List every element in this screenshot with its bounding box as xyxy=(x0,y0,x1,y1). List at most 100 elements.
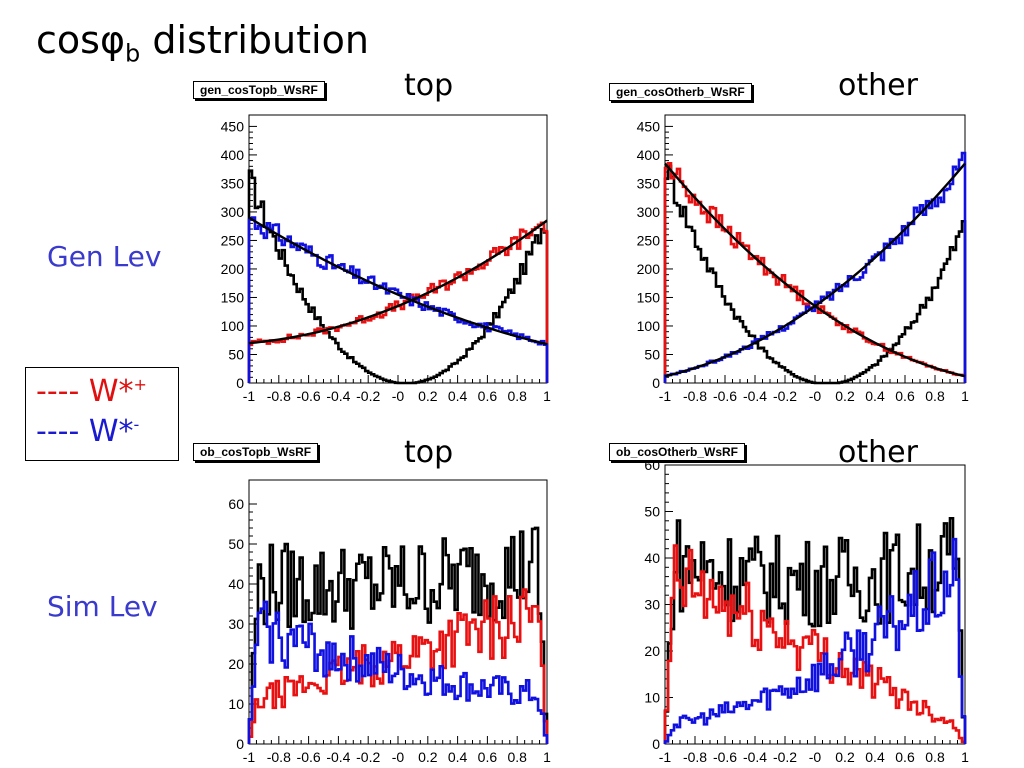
y-tick-label: 60 xyxy=(644,457,660,473)
legend-label-wminus: W* xyxy=(88,414,134,449)
x-tick-label: 0.4 xyxy=(865,388,885,404)
legend-sup-wminus: - xyxy=(133,415,140,434)
series-total xyxy=(663,164,967,385)
series-wplus xyxy=(663,544,967,744)
y-tick-label: 0 xyxy=(652,375,660,391)
series-wminus xyxy=(247,600,549,744)
chart-sim-top: 0 10 20 30 40 50 60 -1 -0.8 -0.6 -0.4 -0.2 -0 0.2 0.4 0… xyxy=(228,479,551,765)
x-tick-label: 0.2 xyxy=(835,749,855,765)
y-tick-label: 30 xyxy=(644,597,660,613)
y-tick-label: 10 xyxy=(644,690,660,706)
y-tick-label: 20 xyxy=(228,656,244,672)
x-tick-label: -0.8 xyxy=(267,749,291,765)
y-tick-label: 100 xyxy=(637,318,661,334)
x-tick-label: 0.4 xyxy=(448,749,468,765)
x-tick-label: -0.6 xyxy=(713,388,737,404)
x-tick-label: 0.2 xyxy=(835,388,855,404)
y-tick-label: 300 xyxy=(221,204,245,220)
x-tick-label: 0.8 xyxy=(507,388,527,404)
y-tick-label: 250 xyxy=(221,232,245,248)
y-tick-label: 450 xyxy=(637,118,661,134)
hist-name-gen-top: gen_cosTopb_WsRF xyxy=(193,81,325,99)
y-tick-label: 50 xyxy=(644,346,660,362)
y-tick-label: 300 xyxy=(637,204,661,220)
series-wminus xyxy=(247,216,549,383)
y-tick-label: 350 xyxy=(637,175,661,191)
y-tick-label: 50 xyxy=(228,346,244,362)
col-label-other-gen: other xyxy=(838,68,918,103)
fit-curve-wminus xyxy=(664,162,966,378)
x-tick-label: -0.2 xyxy=(356,749,380,765)
x-tick-label: -0.8 xyxy=(683,749,707,765)
title-sub: b xyxy=(125,39,141,68)
row-label-gen: Gen Lev xyxy=(47,240,162,273)
x-tick-label: 0.6 xyxy=(895,388,915,404)
x-tick-label: -0 xyxy=(392,388,405,404)
chart-gen-top: 0 50 100 150 200 250 300 350 400 450 -1 -0.8 -0.6 -0.… xyxy=(221,114,551,404)
y-tick-label: 250 xyxy=(637,232,661,248)
x-tick-label: -1 xyxy=(659,388,672,404)
fit-curve-wminus xyxy=(248,216,548,346)
y-tick-label: 0 xyxy=(236,736,244,752)
x-tick-label: -0.4 xyxy=(326,388,350,404)
col-label-other-sim: other xyxy=(838,435,918,470)
y-tick-label: 50 xyxy=(228,536,244,552)
page-title: cosφb distribution xyxy=(36,18,369,68)
x-tick-label: -0.6 xyxy=(713,749,737,765)
title-cos: cos xyxy=(36,18,100,62)
x-tick-label: -0.8 xyxy=(683,388,707,404)
y-tick-label: 150 xyxy=(221,289,245,305)
x-tick-label: -0.2 xyxy=(773,749,797,765)
row-label-sim: Sim Lev xyxy=(47,590,158,623)
col-label-top-sim: top xyxy=(404,435,454,470)
y-tick-label: 350 xyxy=(221,175,245,191)
y-tick-label: 60 xyxy=(228,496,244,512)
y-tick-label: 100 xyxy=(221,318,245,334)
x-tick-label: 0.6 xyxy=(478,749,498,765)
x-tick-label: -1 xyxy=(243,749,256,765)
y-tick-label: 150 xyxy=(637,289,661,305)
x-tick-label: -0 xyxy=(809,749,822,765)
x-tick-label: -0.2 xyxy=(356,388,380,404)
legend-dashes-wminus: ---- xyxy=(36,414,80,449)
fit-curve-wplus xyxy=(248,219,548,345)
legend: ---- W*+ ---- W*- xyxy=(25,367,179,461)
x-tick-label: -0 xyxy=(392,749,405,765)
x-tick-label: -0.8 xyxy=(267,388,291,404)
x-tick-label: 0.6 xyxy=(478,388,498,404)
y-tick-label: 40 xyxy=(644,550,660,566)
hist-name-sim-top: ob_cosTopb_WsRF xyxy=(193,443,319,461)
x-tick-label: -0.6 xyxy=(297,749,321,765)
legend-dashes-wplus: ---- xyxy=(36,374,80,409)
y-tick-label: 200 xyxy=(221,261,245,277)
x-tick-label: -0.2 xyxy=(773,388,797,404)
x-tick-label: -0.4 xyxy=(743,388,767,404)
title-phi: φ xyxy=(99,18,126,62)
legend-entry-wminus: ---- W*- xyxy=(36,414,139,449)
x-tick-label: 0.8 xyxy=(507,749,527,765)
y-tick-label: 40 xyxy=(228,576,244,592)
y-tick-label: 0 xyxy=(652,736,660,752)
x-tick-label: 1 xyxy=(961,749,969,765)
hist-name-gen-other: gen_cosOtherb_WsRF xyxy=(609,83,752,101)
x-tick-label: -0.6 xyxy=(297,388,321,404)
series-total xyxy=(247,526,549,744)
series-total xyxy=(663,516,967,744)
x-tick-label: 0.2 xyxy=(418,388,438,404)
x-tick-label: -0 xyxy=(809,388,822,404)
chart-sim-other: 0 10 20 30 40 50 60 -1 -0.8 -0.6 -0.4 -0.2 -0 0.2 0.4 0… xyxy=(644,457,969,765)
legend-label-wplus: W* xyxy=(88,374,134,409)
legend-sup-wplus: + xyxy=(133,375,147,394)
y-tick-label: 400 xyxy=(221,147,245,163)
x-tick-label: 0.2 xyxy=(418,749,438,765)
x-tick-label: 0.6 xyxy=(895,749,915,765)
y-tick-label: 10 xyxy=(228,696,244,712)
hist-name-sim-other: ob_cosOtherb_WsRF xyxy=(609,443,746,461)
plot-frame xyxy=(664,114,966,384)
y-tick-label: 30 xyxy=(228,616,244,632)
chart-gen-other: 0 50 100 150 200 250 300 350 400 450 -1 -0.8 -0.6 -0.… xyxy=(637,114,969,404)
y-tick-label: 200 xyxy=(637,261,661,277)
title-rest: distribution xyxy=(140,18,369,62)
x-tick-label: -0.4 xyxy=(743,749,767,765)
